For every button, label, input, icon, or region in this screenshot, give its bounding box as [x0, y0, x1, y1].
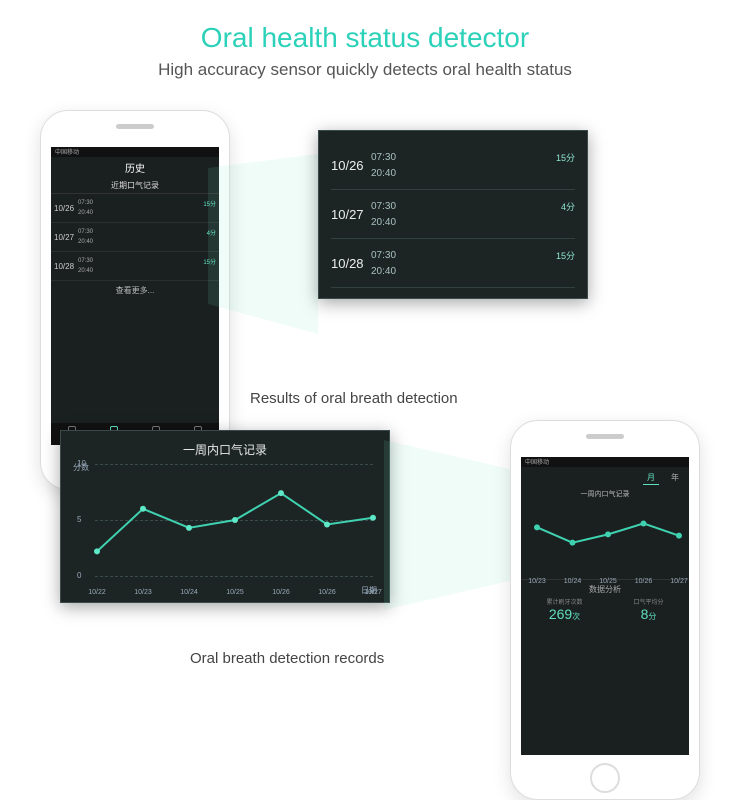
seg-month[interactable]: 月: [643, 471, 659, 485]
caption-top: Results of oral breath detection: [250, 390, 458, 407]
bar-time: 20:40: [78, 239, 100, 245]
caption-bottom: Oral breath detection records: [190, 650, 384, 667]
page-subtitle: High accuracy sensor quickly detects ora…: [0, 60, 730, 80]
chart-title: 一周内口气记录: [73, 441, 377, 458]
stat-avg-score: 口气平均分 8分: [633, 597, 663, 622]
chart-area: 分数051010/2210/2310/2410/2510/2610/2610/2…: [73, 464, 377, 584]
screen-header: 历史: [51, 157, 219, 178]
bar-row: 20:40: [371, 214, 575, 230]
status-bar: 中国移动: [51, 147, 219, 157]
day-bars: 07:30 4分 20:40: [78, 227, 216, 247]
day-block: 10/2807:30 15分 20:40: [51, 252, 219, 281]
day-block: 10/2707:30 4分 20:40: [331, 190, 575, 239]
day-date: 10/27: [54, 227, 78, 247]
bar-time: 07:30: [371, 201, 409, 212]
day-bars: 07:30 15分 20:40: [371, 149, 575, 181]
day-date: 10/26: [331, 149, 371, 181]
bar-row: 20:40: [78, 237, 216, 247]
bar-row: 07:30 15分: [78, 256, 216, 266]
day-bars: 07:30 15分 20:40: [371, 247, 575, 279]
bar-row: 20:40: [371, 165, 575, 181]
carrier-label: 中国移动: [55, 147, 79, 157]
day-date: 10/26: [54, 198, 78, 218]
stat-label: 累计刷牙次数: [546, 597, 582, 606]
day-date: 10/27: [331, 198, 371, 230]
zoom-card-top: 10/2607:3015分20:4010/2707:304分20:4010/28…: [318, 130, 588, 299]
chart-card: 一周内口气记录 分数051010/2210/2310/2410/2510/261…: [60, 430, 390, 603]
day-date: 10/28: [54, 256, 78, 276]
bar-row: 20:40: [78, 266, 216, 276]
phone-notch: [41, 111, 229, 141]
bar-time: 20:40: [371, 266, 409, 277]
bar-time: 20:40: [371, 168, 409, 179]
day-bars: 07:30 15分 20:40: [78, 256, 216, 276]
bar-row: 07:30 4分: [371, 198, 575, 214]
projection-beam: [384, 440, 524, 640]
day-bars: 07:30 4分 20:40: [371, 198, 575, 230]
status-bar: 中国移动: [521, 457, 689, 467]
bar-score: 15分: [551, 151, 575, 164]
day-date: 10/28: [331, 247, 371, 279]
bar-time: 07:30: [371, 250, 409, 261]
screen-bottom: 中国移动 月 年 一周内口气记录 10/2310/2410/2510/2610/…: [521, 457, 689, 755]
phone-notch: [511, 421, 699, 451]
bar-score: 4分: [202, 228, 216, 237]
screen-top: 中国移动 历史 近期口气记录 10/2607:3015分20:4010/2707…: [51, 147, 219, 445]
day-block: 10/2707:30 4分 20:40: [51, 223, 219, 252]
bar-score: 15分: [551, 249, 575, 262]
bar-score: 15分: [202, 257, 216, 266]
bottom-section: 一周内口气记录 分数051010/2210/2310/2410/2510/261…: [60, 420, 700, 720]
day-block: 10/2607:30 15分 20:40: [331, 141, 575, 190]
segment-control[interactable]: 月 年: [521, 467, 689, 489]
more-link[interactable]: 查看更多...: [51, 281, 219, 300]
phone-bottom: 中国移动 月 年 一周内口气记录 10/2310/2410/2510/2610/…: [510, 420, 700, 800]
bar-row: 07:30 15分: [78, 198, 216, 208]
bar-time: 07:30: [78, 258, 100, 264]
stat-unit: 次: [572, 612, 580, 621]
stat-unit: 分: [648, 612, 656, 621]
stat-label: 口气平均分: [633, 597, 663, 606]
bar-row: 20:40: [78, 208, 216, 218]
bar-time: 20:40: [78, 210, 100, 216]
bar-time: 20:40: [78, 268, 100, 274]
bar-time: 07:30: [371, 152, 409, 163]
mini-chart-title: 一周内口气记录: [521, 489, 689, 499]
bar-score: 4分: [551, 200, 575, 213]
bar-time: 07:30: [78, 229, 100, 235]
stat-brush-count: 累计刷牙次数 269次: [546, 597, 582, 622]
stat-value: 269: [549, 606, 572, 622]
mini-chart: 10/2310/2410/2510/2610/27: [527, 503, 683, 573]
stats-row: 累计刷牙次数 269次 口气平均分 8分: [521, 597, 689, 622]
bar-row: 07:30 4分: [78, 227, 216, 237]
seg-year[interactable]: 年: [667, 471, 683, 485]
bar-time: 07:30: [78, 200, 100, 206]
bar-row: 20:40: [371, 263, 575, 279]
screen-sub: 近期口气记录: [51, 178, 219, 194]
day-bars: 07:30 15分 20:40: [78, 198, 216, 218]
bar-time: 20:40: [371, 217, 409, 228]
page-title: Oral health status detector: [0, 0, 730, 54]
bar-row: 07:30 15分: [371, 247, 575, 263]
carrier-label: 中国移动: [525, 457, 549, 467]
bar-row: 07:30 15分: [371, 149, 575, 165]
home-button[interactable]: [590, 763, 620, 793]
day-block: 10/2607:30 15分 20:40: [51, 194, 219, 223]
day-block: 10/2807:30 15分 20:40: [331, 239, 575, 288]
bar-score: 15分: [202, 199, 216, 208]
top-section: 中国移动 历史 近期口气记录 10/2607:3015分20:4010/2707…: [40, 110, 690, 430]
